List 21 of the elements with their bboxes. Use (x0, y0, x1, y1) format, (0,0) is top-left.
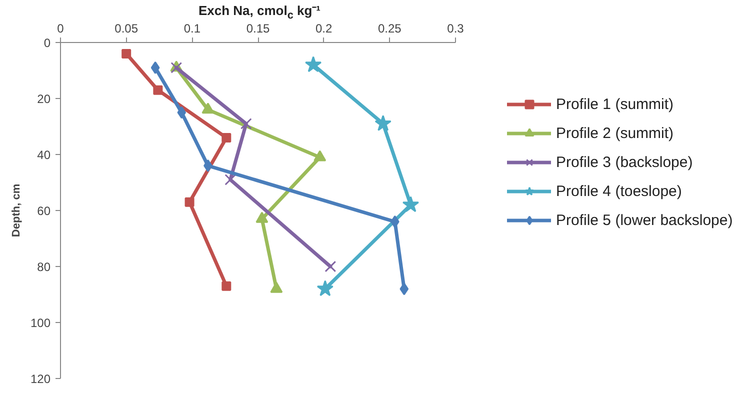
x-tick-label: 0.3 (447, 22, 464, 36)
y-tick-label: 20 (37, 92, 51, 106)
y-tick-label: 0 (44, 36, 51, 50)
x-tick-label: 0 (57, 22, 64, 36)
x-tick-label: 0.05 (114, 22, 138, 36)
x-tick-label: 0.25 (378, 22, 402, 36)
x-tick-label: 0.1 (184, 22, 201, 36)
y-tick-label: 60 (37, 204, 51, 218)
y-axis-title: Depth, cm (10, 184, 22, 238)
legend-label: Profile 1 (summit) (556, 96, 674, 112)
y-tick-label: 100 (30, 316, 51, 330)
y-tick-label: 80 (37, 260, 51, 274)
x-axis-title: Exch Na, cmol$_{c}$ kg⁻¹ (198, 3, 321, 22)
legend-label: Profile 4 (toeslope) (556, 182, 682, 200)
legend-label: Profile 2 (summit) (556, 124, 674, 142)
x-tick-label: 0.15 (246, 22, 270, 36)
legend-label: Profile 5 (lower backslope) (556, 212, 733, 228)
legend-label: Profile 3 (backslope) (556, 154, 693, 170)
y-tick-label: 40 (37, 148, 51, 162)
y-tick-label: 120 (30, 372, 51, 386)
x-tick-label: 0.2 (315, 22, 332, 36)
